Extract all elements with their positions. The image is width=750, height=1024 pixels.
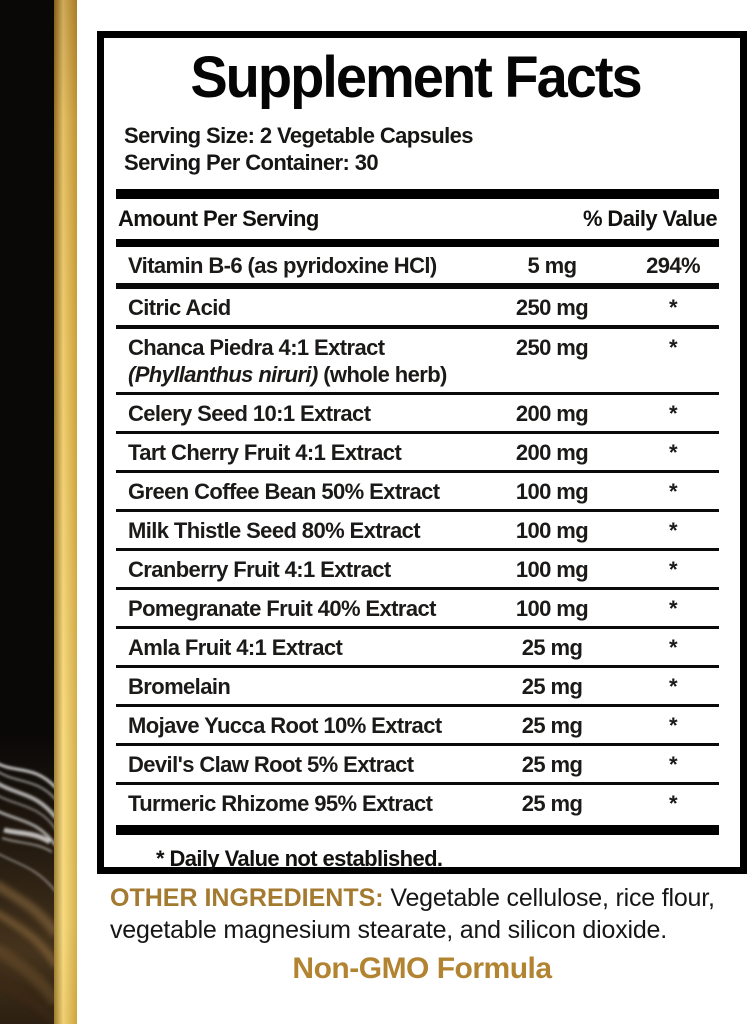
- serving-info: Serving Size: 2 Vegetable Capsules Servi…: [124, 122, 719, 176]
- ingredient-daily-value: *: [669, 295, 678, 320]
- ingredient-amount: 100 mg: [515, 557, 589, 582]
- divider-heavy-top: [116, 189, 719, 199]
- ingredient-name: Bromelain: [128, 674, 231, 699]
- ingredient-amount: 25 mg: [521, 713, 583, 738]
- daily-value-footnote: * Daily Value not established.: [156, 846, 443, 871]
- ingredient-amount: 5 mg: [527, 253, 578, 278]
- ingredient-amount: 25 mg: [521, 635, 583, 660]
- other-ingredients: OTHER INGREDIENTS: Vegetable cellulose, …: [110, 882, 750, 946]
- ingredient-daily-value: *: [669, 557, 678, 582]
- other-ingredients-label: OTHER INGREDIENTS:: [110, 884, 384, 912]
- ingredient-amount: 100 mg: [515, 596, 589, 621]
- ingredient-name: Mojave Yucca Root 10% Extract: [128, 713, 442, 738]
- ingredient-amount: 100 mg: [515, 479, 589, 504]
- ingredient-name: Celery Seed 10:1 Extract: [128, 401, 371, 426]
- ingredient-daily-value: *: [669, 596, 678, 621]
- divider-heavy-bottom: [116, 825, 719, 835]
- ingredient-row: Devil's Claw Root 5% Extract 25 mg *: [116, 746, 719, 785]
- ingredient-row: Mojave Yucca Root 10% Extract 25 mg *: [116, 707, 719, 746]
- header-amount-per-serving: Amount Per Serving: [118, 206, 319, 231]
- ingredient-name: Tart Cherry Fruit 4:1 Extract: [128, 440, 402, 465]
- ingredient-amount: 250 mg: [515, 295, 589, 320]
- package-left-edge: [0, 0, 54, 1024]
- servings-per-container: Serving Per Container: 30: [124, 150, 379, 175]
- ingredient-row: Citric Acid 250 mg *: [116, 289, 719, 329]
- ingredient-row: Chanca Piedra 4:1 Extract (Phyllanthus ni…: [116, 329, 719, 395]
- ingredient-name: Vitamin B-6 (as pyridoxine HCl): [128, 253, 437, 278]
- serving-size: Serving Size: 2 Vegetable Capsules: [124, 123, 473, 148]
- ingredient-rows: Vitamin B-6 (as pyridoxine HCl) 5 mg 294% C…: [112, 247, 719, 824]
- table-header: Amount Per Serving % Daily Value: [112, 199, 719, 239]
- ingredient-name: Green Coffee Bean 50% Extract: [128, 479, 440, 504]
- ingredient-row: Turmeric Rhizome 95% Extract 25 mg *: [116, 785, 719, 824]
- ingredient-name: Cranberry Fruit 4:1 Extract: [128, 557, 391, 582]
- ingredient-row: Milk Thistle Seed 80% Extract 100 mg *: [116, 512, 719, 551]
- header-percent-daily-value: % Daily Value: [582, 206, 718, 231]
- ingredient-amount: 25 mg: [521, 752, 583, 777]
- ingredient-daily-value: *: [669, 635, 678, 660]
- ingredient-daily-value: *: [669, 440, 678, 465]
- panel-title: Supplement Facts: [190, 43, 642, 110]
- non-gmo-formula-text: Non-GMO Formula: [292, 952, 552, 985]
- ingredient-name: Amla Fruit 4:1 Extract: [128, 635, 343, 660]
- gold-accent-strip: [54, 0, 77, 1024]
- ingredient-daily-value: *: [669, 401, 678, 426]
- ingredient-daily-value: *: [669, 752, 678, 777]
- ingredient-daily-value: *: [669, 335, 678, 360]
- ingredient-name: Pomegranate Fruit 40% Extract: [128, 596, 436, 621]
- ingredient-name: Citric Acid: [128, 295, 231, 320]
- ingredient-daily-value: *: [669, 674, 678, 699]
- ingredient-name: Devil's Claw Root 5% Extract: [128, 752, 414, 777]
- supplement-facts-panel: Supplement Facts Serving Size: 2 Vegetab…: [97, 31, 747, 874]
- ingredient-amount: 200 mg: [515, 401, 589, 426]
- ingredient-name-botanical: (Phyllanthus niruri) (whole herb): [128, 362, 447, 387]
- ingredient-row: Pomegranate Fruit 40% Extract 100 mg *: [116, 590, 719, 629]
- other-ingredients-text: Vegetable cellulose, rice flour, vegetab…: [110, 884, 715, 944]
- ingredient-row: Green Coffee Bean 50% Extract 100 mg *: [116, 473, 719, 512]
- ingredient-daily-value: *: [669, 713, 678, 738]
- ingredient-amount: 100 mg: [515, 518, 589, 543]
- ingredient-row: Amla Fruit 4:1 Extract 25 mg *: [116, 629, 719, 668]
- ingredient-daily-value: *: [669, 791, 678, 816]
- ingredient-amount: 250 mg: [515, 335, 589, 360]
- smoke-texture: [0, 762, 54, 1024]
- ingredient-amount: 25 mg: [521, 791, 583, 816]
- ingredient-daily-value: 294%: [646, 253, 700, 278]
- ingredient-row: Bromelain 25 mg *: [116, 668, 719, 707]
- ingredient-amount: 200 mg: [515, 440, 589, 465]
- divider-heavy-mid: [116, 239, 719, 247]
- ingredient-row: Vitamin B-6 (as pyridoxine HCl) 5 mg 294%: [116, 247, 719, 289]
- ingredient-amount: 25 mg: [521, 674, 583, 699]
- ingredient-row: Celery Seed 10:1 Extract 200 mg *: [116, 395, 719, 434]
- ingredient-daily-value: *: [669, 479, 678, 504]
- ingredient-row: Cranberry Fruit 4:1 Extract 100 mg *: [116, 551, 719, 590]
- ingredient-name: Milk Thistle Seed 80% Extract: [128, 518, 421, 543]
- ingredient-name: Turmeric Rhizome 95% Extract: [128, 791, 433, 816]
- ingredient-row: Tart Cherry Fruit 4:1 Extract 200 mg *: [116, 434, 719, 473]
- ingredient-name: Chanca Piedra 4:1 Extract (Phyllanthus ni…: [128, 334, 477, 388]
- ingredient-daily-value: *: [669, 518, 678, 543]
